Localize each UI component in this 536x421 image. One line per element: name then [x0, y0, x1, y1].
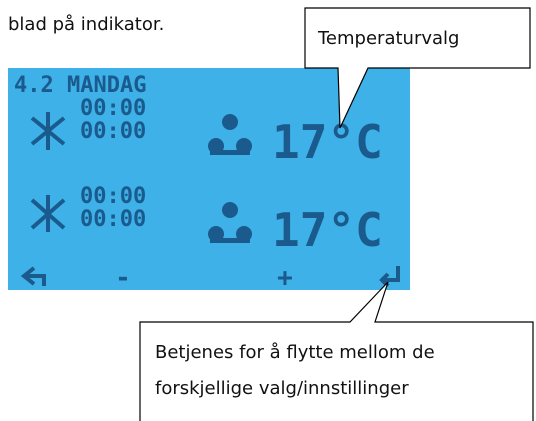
callout-text: Betjenes for å flytte mellom de: [155, 342, 435, 363]
page: blad på indikator. 4.2 MANDAG 00:00 00:0…: [0, 0, 536, 421]
callout-text: Temperaturvalg: [317, 28, 459, 49]
temperature: 17°C: [272, 115, 383, 169]
time: 00:00: [80, 184, 146, 209]
plus-button: +: [277, 263, 293, 293]
callout-text: forskjellige valg/innstillinger: [155, 378, 409, 399]
lcd-header: 4.2 MANDAG: [14, 73, 146, 98]
time: 00:00: [80, 96, 146, 121]
intro-text: blad på indikator.: [8, 14, 164, 35]
minus-button: -: [115, 263, 131, 293]
time: 00:00: [80, 119, 146, 144]
time: 00:00: [80, 207, 146, 232]
temperature: 17°C: [272, 203, 383, 257]
